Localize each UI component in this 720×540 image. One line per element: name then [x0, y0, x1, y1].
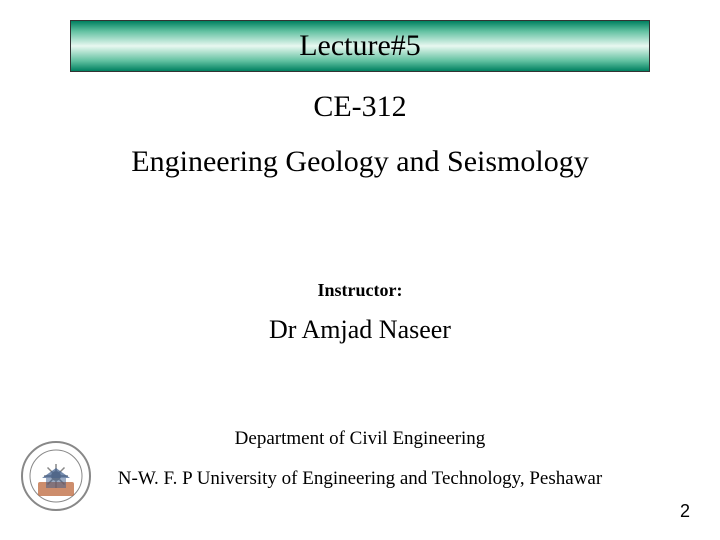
lecture-banner: Lecture#5 [70, 20, 650, 72]
university-text: N-W. F. P University of Engineering and … [0, 468, 720, 490]
lecture-banner-text: Lecture#5 [299, 29, 421, 63]
department-text: Department of Civil Engineering [0, 428, 720, 450]
instructor-name: Dr Amjad Naseer [0, 315, 720, 345]
course-title: Engineering Geology and Seismology [0, 145, 720, 179]
page-number: 2 [680, 501, 690, 522]
course-code: CE-312 [0, 90, 720, 124]
university-seal-icon [20, 440, 92, 512]
instructor-label: Instructor: [0, 280, 720, 301]
